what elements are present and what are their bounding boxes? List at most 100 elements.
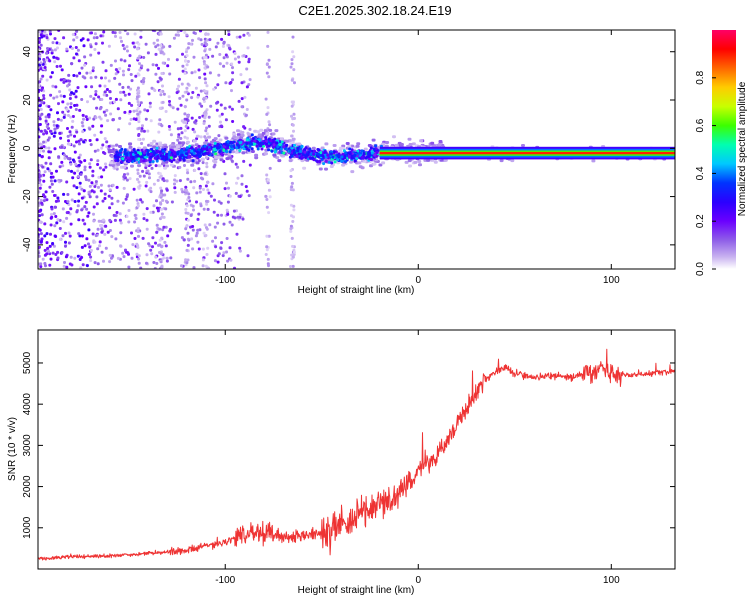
heatmap-cell: [240, 131, 245, 134]
heatmap-cell: [259, 141, 263, 145]
heatmap-cell: [72, 92, 76, 96]
heatmap-cell: [235, 232, 239, 236]
heatmap-cell: [139, 266, 143, 269]
heatmap-cell: [372, 147, 376, 151]
heatmap-cell: [308, 147, 312, 151]
heatmap-cell: [92, 219, 96, 223]
heatmap-cell: [99, 130, 103, 134]
heatmap-cell: [80, 66, 84, 70]
heatmap-cell: [204, 129, 208, 133]
heatmap-cell: [289, 188, 293, 192]
heatmap-cell: [290, 154, 294, 158]
heatmap-cell: [146, 152, 150, 156]
heatmap-cell: [175, 91, 179, 95]
heatmap-cell: [207, 135, 212, 139]
heatmap-cell: [83, 159, 87, 163]
heatmap-cell: [180, 264, 183, 268]
heatmap-cell: [71, 119, 75, 123]
heatmap-cell: [181, 64, 185, 68]
heatmap-cell: [62, 264, 66, 268]
chart-title: C2E1.2025.302.18.24.E19: [298, 3, 451, 18]
heatmap-cell: [205, 227, 209, 231]
heatmap-cell: [105, 93, 109, 97]
heatmap-cell: [69, 222, 73, 226]
heatmap-cell: [102, 168, 106, 172]
heatmap-cell: [91, 124, 95, 128]
heatmap-cell: [119, 231, 123, 235]
heatmap-cell: [100, 98, 104, 101]
heatmap-cell: [72, 184, 76, 188]
heatmap-cell: [203, 77, 207, 81]
heatmap-cell: [165, 179, 169, 183]
heatmap-cell: [128, 122, 132, 126]
heatmap-cell: [150, 166, 154, 170]
heatmap-cell: [329, 152, 333, 156]
heatmap-cell: [331, 155, 335, 159]
heatmap-cell: [140, 129, 144, 133]
heatmap-cell: [80, 98, 84, 101]
heatmap-cell: [185, 248, 189, 252]
heatmap-cell: [43, 195, 47, 199]
heatmap-cell: [156, 80, 160, 84]
heatmap-cell: [186, 243, 190, 247]
heatmap-cell: [58, 237, 62, 241]
heatmap-cell: [66, 134, 70, 138]
heatmap-cell: [186, 60, 190, 63]
heatmap-cell: [190, 146, 194, 150]
heatmap-cell: [213, 198, 216, 202]
heatmap-cell: [216, 221, 220, 225]
heatmap-cell: [170, 200, 174, 204]
heatmap-cell: [181, 94, 185, 98]
heatmap-cell: [108, 188, 112, 192]
heatmap-cell: [38, 190, 41, 194]
heatmap-cell: [242, 54, 246, 58]
heatmap-cell: [297, 142, 302, 146]
heatmap-cell: [292, 151, 296, 155]
heatmap-cell: [147, 92, 151, 96]
heatmap-cell: [144, 117, 148, 121]
heatmap-cell: [177, 133, 181, 137]
heatmap-cell: [45, 36, 49, 40]
heatmap-cell: [38, 203, 41, 207]
heatmap-cell: [105, 140, 109, 144]
heatmap-cell: [40, 100, 44, 104]
heatmap-cell: [203, 72, 207, 76]
heatmap-cell: [121, 157, 125, 161]
heatmap-cell: [65, 47, 69, 51]
heatmap-cell: [203, 56, 207, 60]
heatmap-cell: [332, 150, 336, 154]
heatmap-cell: [172, 158, 176, 162]
heatmap-cell: [104, 113, 108, 117]
heatmap-cell: [158, 227, 162, 231]
heatmap-cell: [292, 204, 296, 208]
heatmap-cell: [289, 265, 292, 268]
heatmap-cell: [292, 68, 296, 72]
heatmap-cell: [94, 182, 98, 186]
heatmap-cell: [144, 166, 148, 170]
heatmap-cell: [118, 153, 122, 157]
heatmap-cell: [290, 104, 294, 108]
heatmap-cell: [75, 103, 79, 107]
heatmap-cell: [128, 177, 132, 181]
heatmap-cell: [108, 206, 112, 210]
heatmap-cell: [66, 79, 70, 83]
heatmap-cell: [84, 178, 88, 182]
heatmap-cell: [226, 259, 230, 263]
heatmap-cell: [195, 134, 200, 138]
colorbar-tick-label: 0.8: [695, 70, 706, 84]
heatmap-cell: [106, 119, 110, 123]
heatmap-cell: [199, 204, 203, 208]
heatmap-cell: [209, 104, 213, 108]
heatmap-cell: [38, 135, 41, 139]
heatmap-cell: [291, 123, 295, 127]
heatmap-cell: [169, 163, 174, 167]
heatmap-cell: [242, 159, 246, 163]
heatmap-cell: [161, 84, 164, 88]
heatmap-cell: [230, 159, 234, 163]
heatmap-cell: [136, 172, 140, 175]
heatmap-cell: [159, 252, 163, 256]
heatmap-cell: [76, 204, 80, 208]
heatmap-cell: [399, 143, 404, 146]
heatmap-cell: [39, 67, 43, 71]
heatmap-cell: [178, 165, 182, 169]
